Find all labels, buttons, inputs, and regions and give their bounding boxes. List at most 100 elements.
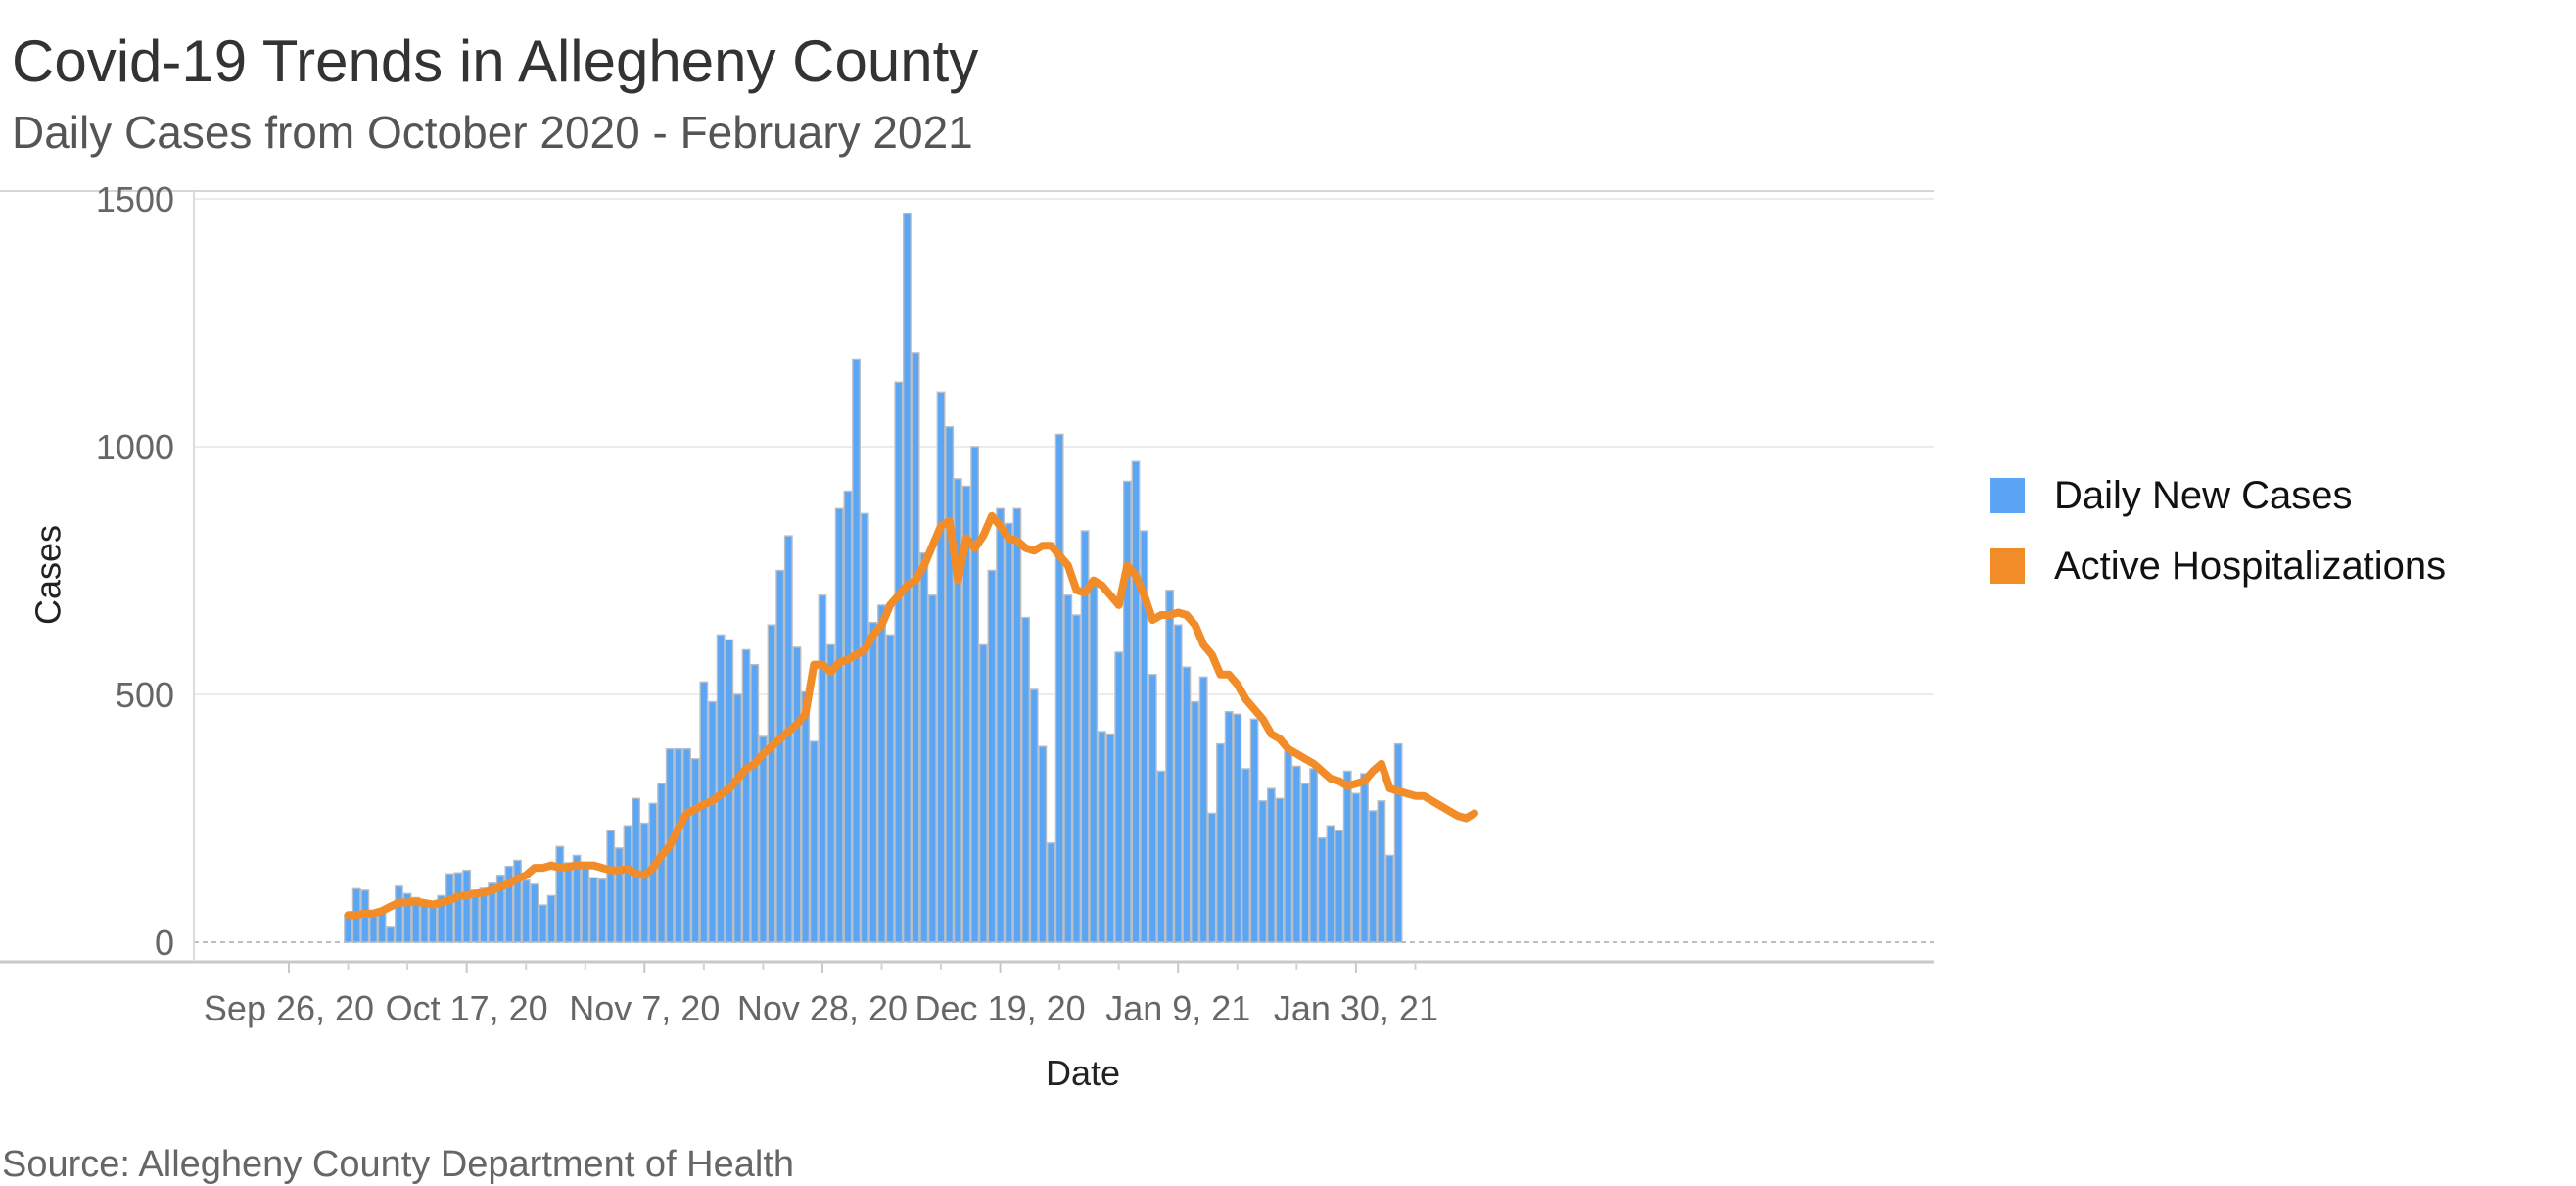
bar (1241, 768, 1250, 943)
bar (437, 894, 446, 943)
bar (733, 693, 742, 943)
bar (1182, 666, 1192, 943)
bar (1275, 797, 1285, 943)
bar (1114, 651, 1124, 943)
bar (377, 910, 387, 943)
bar (597, 878, 607, 943)
bar (1393, 742, 1403, 943)
bar (1047, 842, 1055, 943)
bar (1063, 594, 1073, 943)
y-tick-label: 1000 (96, 427, 174, 467)
bar (885, 634, 895, 943)
bar (555, 845, 565, 943)
bar (564, 862, 573, 943)
bar (1122, 480, 1132, 943)
bar (1266, 787, 1276, 943)
bar (868, 621, 878, 943)
bar (758, 735, 768, 943)
bar (395, 885, 403, 943)
chart-subtitle: Daily Cases from October 2020 - February… (12, 107, 973, 158)
bar (860, 512, 869, 943)
x-tick-label: Nov 7, 20 (569, 988, 720, 1028)
bar (1021, 616, 1030, 943)
bar (1351, 792, 1361, 943)
chart-title: Covid-19 Trends in Allegheny County (12, 28, 979, 94)
bar (588, 877, 598, 943)
bar (572, 854, 582, 943)
bar (919, 552, 929, 943)
bar (614, 847, 624, 943)
bar (936, 391, 946, 943)
bar (1317, 837, 1327, 943)
bar (1258, 800, 1268, 943)
source-note: Source: Allegheny County Department of H… (2, 1144, 795, 1185)
bar (453, 872, 463, 943)
bar (1198, 676, 1208, 943)
bar (1105, 733, 1115, 943)
bar (699, 681, 709, 943)
bar (623, 825, 632, 943)
legend-swatch-daily-new-cases (1990, 478, 2025, 513)
x-tick-label: Jan 30, 21 (1274, 988, 1438, 1028)
bar (1360, 773, 1369, 943)
bar (1080, 530, 1090, 943)
bar (1207, 812, 1217, 943)
bar (581, 867, 590, 943)
bar (1291, 765, 1301, 943)
bar (970, 446, 980, 943)
bar (1385, 854, 1394, 943)
bar (775, 569, 785, 943)
bar (877, 604, 886, 943)
bar (1097, 731, 1106, 943)
bar (1309, 768, 1319, 943)
bar (504, 865, 514, 943)
bar (1342, 770, 1352, 943)
bar (1191, 700, 1199, 943)
bar (530, 883, 539, 943)
bar (682, 747, 691, 943)
bar (419, 902, 429, 943)
bar (818, 594, 827, 943)
bar (445, 873, 454, 943)
x-tick-label: Nov 28, 20 (737, 988, 908, 1028)
bar (801, 690, 811, 943)
bar (1089, 584, 1099, 943)
x-tick-label: Sep 26, 20 (204, 988, 374, 1028)
bar (911, 352, 920, 943)
bar (402, 892, 412, 943)
bar (479, 887, 489, 943)
y-tick-label: 1500 (96, 179, 174, 219)
bar (1368, 810, 1378, 943)
bar (1335, 830, 1344, 943)
bar (1004, 522, 1013, 943)
legend-swatch-active-hospitalizations (1990, 548, 2025, 584)
bar (826, 643, 836, 943)
bar (1216, 742, 1225, 943)
bar (639, 822, 649, 943)
line-series-active-hospitalizations (344, 511, 1478, 920)
bar (708, 700, 717, 943)
x-tick-label: Dec 19, 20 (915, 988, 1086, 1028)
bar (1173, 624, 1183, 943)
x-tick-label: Oct 17, 20 (386, 988, 548, 1028)
bar-series-daily-new-cases (344, 213, 1403, 943)
legend: Daily New Cases Active Hospitalizations (1990, 460, 2446, 601)
bar (843, 490, 853, 943)
bar (513, 859, 522, 943)
legend-label-active-hospitalizations: Active Hospitalizations (2054, 544, 2447, 588)
bar (1249, 718, 1259, 943)
legend-item-active-hospitalizations: Active Hospitalizations (1990, 531, 2446, 601)
bar (894, 381, 904, 943)
axes: 0 500 1000 1500 Sep 26, 20 Oct 17, 20 Nov 7, 2… (0, 179, 1934, 1028)
bar (539, 904, 547, 943)
x-axis-label: Date (1046, 1053, 1120, 1093)
bar (606, 830, 616, 943)
bar (488, 882, 497, 943)
bar (521, 879, 531, 943)
bar (462, 869, 472, 943)
legend-label-daily-new-cases: Daily New Cases (2054, 473, 2353, 517)
bar (1300, 783, 1310, 943)
bar (1224, 711, 1234, 943)
hospitalizations-line (344, 511, 1478, 920)
